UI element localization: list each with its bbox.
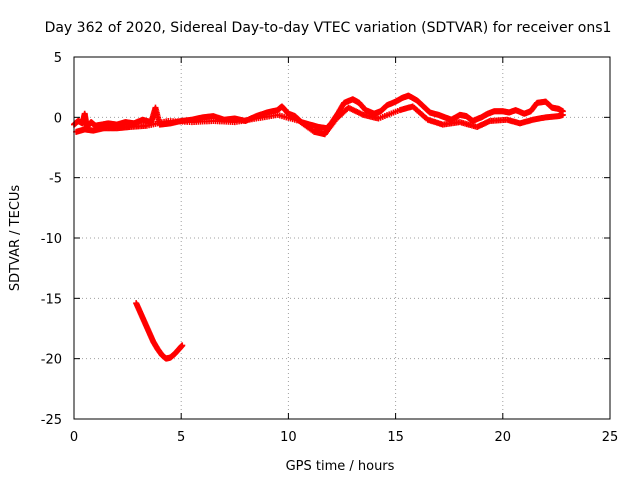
data-point [179,342,186,349]
series-main-band-lower [73,103,566,138]
data-points [71,92,566,362]
chart-title: Day 362 of 2020, Sidereal Day-to-day VTE… [45,20,612,36]
y-axis-label: SDTVAR / TECUs [8,185,23,292]
y-tick-label: -5 [49,172,62,187]
series-main-band [71,92,566,132]
y-tick-label: -25 [41,413,62,428]
x-tick-label: 5 [177,430,185,445]
x-tick-label: 0 [70,430,78,445]
ticks: 0 5 10 15 20 25 -25 -20 -15 -10 -5 0 5 [41,51,619,445]
data-point [559,111,566,118]
x-axis-label: GPS time / hours [286,459,395,474]
x-tick-label: 20 [495,430,512,445]
y-tick-label: -10 [41,232,62,247]
x-tick-label: 15 [387,430,404,445]
y-tick-label: -20 [41,353,62,368]
x-tick-label: 25 [602,430,619,445]
y-tick-label: 5 [54,51,62,66]
y-tick-label: -15 [41,292,62,307]
y-tick-label: 0 [54,111,62,126]
plot-frame [73,56,611,420]
series-outlier-arc [133,300,186,362]
x-tick-label: 10 [280,430,297,445]
